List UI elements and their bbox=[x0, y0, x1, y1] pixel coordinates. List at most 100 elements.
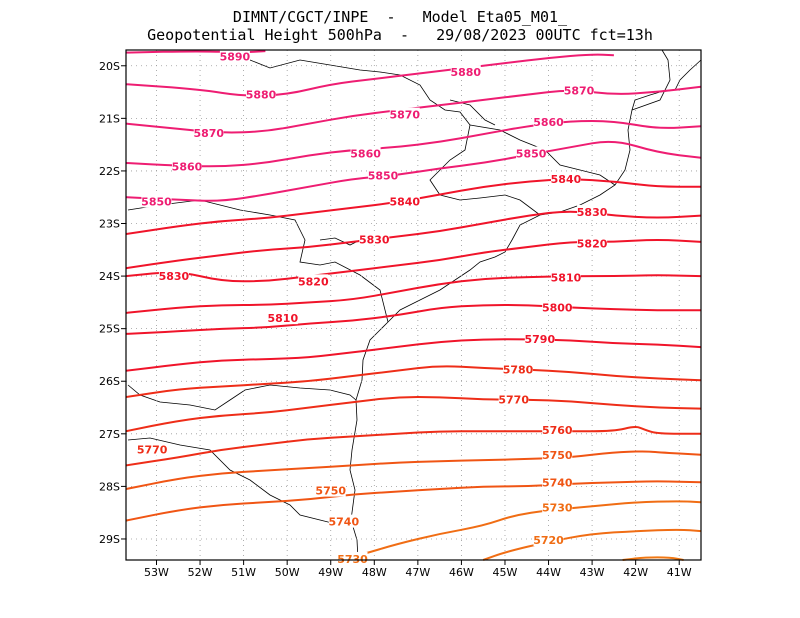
contour-label: 5740 bbox=[542, 477, 573, 490]
contour-label-bg bbox=[533, 115, 564, 129]
contour-label: 5750 bbox=[315, 485, 346, 498]
contour-label: 5770 bbox=[137, 444, 168, 457]
contour-label: 5850 bbox=[516, 148, 547, 161]
coastline-main bbox=[349, 59, 702, 561]
x-tick-label: 41W bbox=[667, 566, 692, 579]
contour-5760 bbox=[125, 426, 701, 467]
contour-5800 bbox=[125, 303, 701, 335]
contour-label-bg bbox=[368, 168, 399, 182]
contour-label-bg bbox=[542, 475, 573, 489]
contour-label: 5810 bbox=[551, 272, 582, 285]
y-tick-label: 27S bbox=[99, 428, 120, 441]
contour-label: 5880 bbox=[246, 89, 277, 102]
contour-label: 5830 bbox=[159, 270, 190, 283]
contour-label-bg bbox=[389, 194, 420, 208]
contour-label-bg bbox=[158, 269, 189, 283]
contour-5720 bbox=[482, 528, 702, 561]
y-tick-label: 29S bbox=[99, 533, 120, 546]
contour-label: 5860 bbox=[350, 148, 381, 161]
contour-5770 bbox=[125, 395, 702, 433]
contour-label-bg bbox=[542, 447, 573, 461]
contour-label-bg bbox=[533, 533, 564, 547]
y-tick-label: 26S bbox=[99, 375, 120, 388]
contour-label: 5860 bbox=[172, 161, 203, 174]
contour-label-bg bbox=[498, 392, 529, 406]
contour-label: 5810 bbox=[268, 312, 299, 325]
contour-label: 5890 bbox=[220, 50, 251, 63]
contour-label: 5730 bbox=[542, 501, 573, 514]
contour-label-bg bbox=[219, 49, 250, 63]
y-tick-label: 28S bbox=[99, 480, 120, 493]
contour-label: 5870 bbox=[564, 84, 595, 97]
y-tick-label: 24S bbox=[99, 270, 120, 283]
contour-label-bg bbox=[450, 65, 481, 79]
contour-label: 5790 bbox=[525, 333, 556, 346]
x-tick-label: 52W bbox=[188, 566, 213, 579]
contour-lines bbox=[125, 50, 702, 561]
title-line-1: DIMNT/CGCT/INPE - Model Eta05_M01_ bbox=[232, 8, 568, 26]
x-tick-label: 46W bbox=[449, 566, 474, 579]
contour-label-bg bbox=[503, 362, 534, 376]
x-tick-label: 47W bbox=[405, 566, 430, 579]
contour-label: 5820 bbox=[298, 275, 329, 288]
x-tick-label: 51W bbox=[231, 566, 256, 579]
contour-label: 5880 bbox=[450, 66, 481, 79]
contour-label: 5840 bbox=[389, 195, 420, 208]
contour-label-bg bbox=[389, 107, 420, 121]
x-tick-label: 49W bbox=[318, 566, 343, 579]
contour-label: 5870 bbox=[389, 109, 420, 122]
contour-label: 5830 bbox=[359, 233, 390, 246]
contour-5750 bbox=[125, 450, 702, 490]
x-axis-ticks: 53W 52W 51W 50W 49W 48W 47W 46W 45W 44W 43W 42W 41W bbox=[144, 560, 692, 579]
contour-label-bg bbox=[524, 332, 555, 346]
contour-label-bg bbox=[564, 83, 595, 97]
contour-label: 5760 bbox=[542, 424, 573, 437]
contour-label: 5800 bbox=[542, 302, 573, 315]
contour-label-bg bbox=[350, 146, 381, 160]
x-tick-label: 43W bbox=[580, 566, 605, 579]
contour-5860 bbox=[125, 119, 702, 168]
contour-5740 bbox=[125, 480, 702, 522]
y-tick-label: 25S bbox=[99, 323, 120, 336]
y-axis-ticks: 20S 21S 22S 23S 24S 25S 26S 27S 28S 29S bbox=[99, 60, 126, 546]
y-tick-label: 20S bbox=[99, 60, 120, 73]
state-border bbox=[631, 49, 671, 111]
contour-label: 5780 bbox=[503, 364, 534, 377]
contour-5790 bbox=[125, 338, 702, 372]
contour-label: 5740 bbox=[328, 516, 359, 529]
y-tick-label: 23S bbox=[99, 218, 120, 231]
contour-label-bg bbox=[550, 171, 581, 185]
contour-label-bg bbox=[542, 500, 573, 514]
contour-label: 5750 bbox=[542, 449, 573, 462]
contour-label-bg bbox=[267, 311, 298, 325]
contour-label-bg bbox=[577, 236, 608, 250]
x-tick-label: 50W bbox=[275, 566, 300, 579]
x-tick-label: 42W bbox=[623, 566, 648, 579]
contour-5850 bbox=[125, 140, 702, 202]
state-border bbox=[127, 437, 352, 526]
contour-label: 5860 bbox=[533, 116, 564, 129]
contour-label-bg bbox=[193, 126, 224, 140]
contour-label-bg bbox=[337, 551, 368, 565]
contour-label: 5850 bbox=[141, 195, 172, 208]
x-tick-label: 45W bbox=[493, 566, 518, 579]
contour-label: 5850 bbox=[368, 170, 399, 183]
contour-label-bg bbox=[298, 274, 329, 288]
contour-5830 bbox=[125, 210, 702, 270]
contour-label: 5770 bbox=[498, 394, 529, 407]
contour-label: 5830 bbox=[577, 206, 608, 219]
contour-label-bg bbox=[359, 232, 390, 246]
x-tick-label: 53W bbox=[144, 566, 169, 579]
x-tick-label: 48W bbox=[362, 566, 387, 579]
contour-label-bg bbox=[550, 270, 581, 284]
contour-label-bg bbox=[137, 442, 168, 456]
contour-5810 bbox=[125, 274, 702, 314]
contour-label: 5870 bbox=[193, 127, 224, 140]
contour-label: 5840 bbox=[551, 173, 582, 186]
contour-5880 bbox=[125, 53, 614, 97]
y-tick-label: 22S bbox=[99, 165, 120, 178]
contour-label-bg bbox=[542, 423, 573, 437]
state-border bbox=[249, 59, 541, 216]
contour-label-bg bbox=[171, 159, 202, 173]
contour-label-bg bbox=[315, 483, 346, 497]
